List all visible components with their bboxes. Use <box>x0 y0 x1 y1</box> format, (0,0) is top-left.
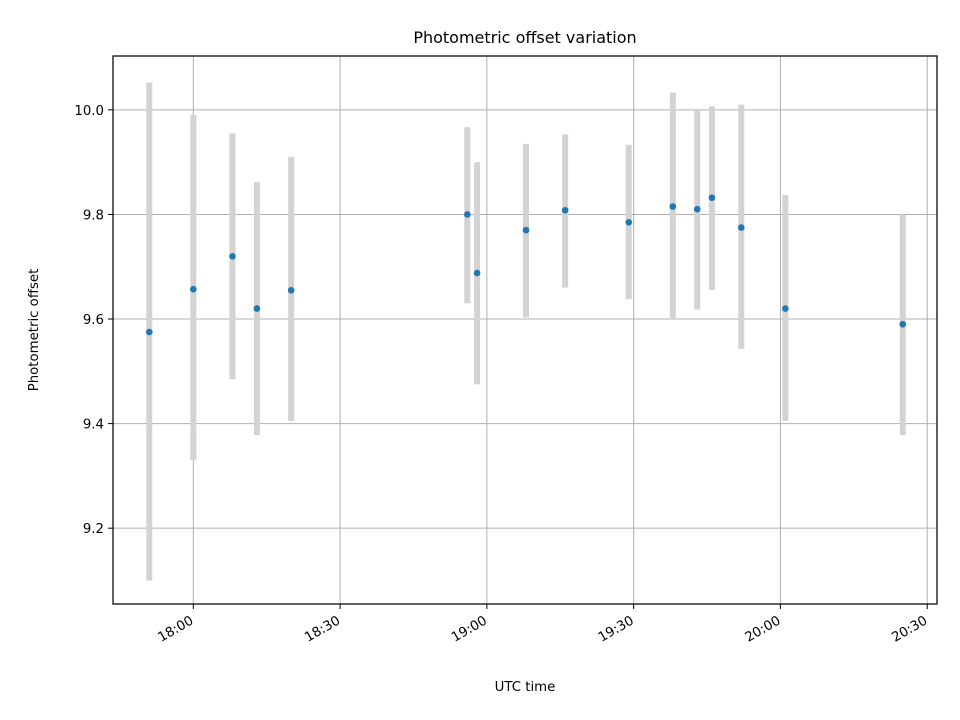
chart-title: Photometric offset variation <box>413 28 636 47</box>
y-tick-label: 9.6 <box>83 313 104 328</box>
plot-frame <box>112 55 938 605</box>
data-point <box>287 286 295 294</box>
data-point <box>253 305 261 312</box>
data-point <box>561 206 569 214</box>
data-point <box>190 285 197 293</box>
data-point <box>229 252 236 260</box>
x-axis-label: UTC time <box>495 680 556 695</box>
data-point <box>708 194 716 202</box>
data-point <box>145 328 153 336</box>
data-point <box>899 320 907 328</box>
data-points <box>145 194 907 336</box>
data-point <box>693 205 701 213</box>
data-point <box>669 203 677 210</box>
data-point <box>782 305 789 312</box>
y-tick-label: 9.8 <box>83 208 104 223</box>
data-point <box>737 224 745 231</box>
y-axis-label: Photometric offset <box>27 269 42 392</box>
data-point <box>522 226 530 234</box>
y-tick-label: 10.0 <box>74 104 104 119</box>
data-point <box>464 211 471 218</box>
data-point <box>473 269 481 277</box>
data-point <box>625 218 633 226</box>
y-tick-label: 9.4 <box>83 418 104 433</box>
y-tick-label: 9.2 <box>83 522 104 537</box>
y-axis: 9.2 9.4 9.6 9.8 10.0 <box>74 104 113 537</box>
